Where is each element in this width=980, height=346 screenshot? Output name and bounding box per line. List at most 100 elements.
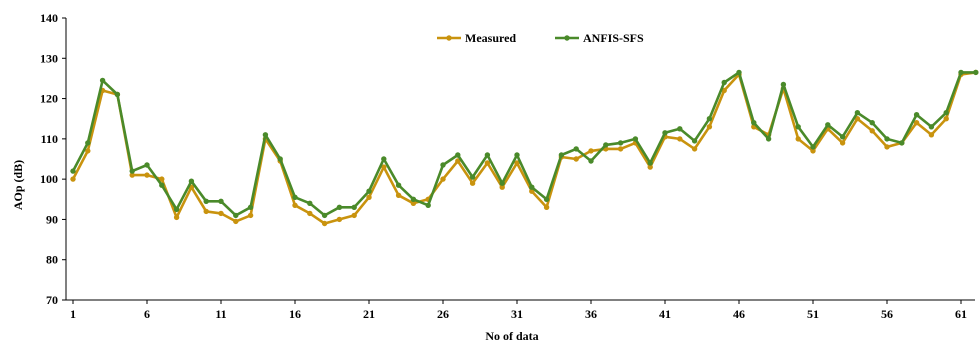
data-point-anfis-sfs	[218, 198, 224, 204]
data-point-anfis-sfs	[869, 120, 875, 126]
data-point-anfis-sfs	[662, 130, 668, 136]
data-point-measured	[647, 164, 653, 170]
y-tick-label: 120	[40, 92, 58, 106]
data-point-measured	[395, 192, 402, 198]
data-point-anfis-sfs	[677, 126, 683, 132]
y-tick-label: 90	[46, 212, 58, 226]
data-point-anfis-sfs	[307, 200, 313, 206]
data-point-anfis-sfs	[321, 212, 328, 219]
data-point-measured	[173, 214, 180, 221]
data-point-anfis-sfs	[928, 124, 935, 130]
data-point-anfis-sfs	[455, 152, 461, 158]
y-tick-label: 110	[41, 132, 58, 146]
data-point-anfis-sfs	[691, 138, 698, 144]
data-point-measured	[307, 210, 313, 217]
y-axis: 70 80 90 100 110 120 130 140	[40, 11, 67, 307]
data-point-measured	[928, 132, 935, 138]
legend-label-measured: Measured	[465, 31, 516, 45]
data-point-measured	[588, 148, 594, 154]
data-point-anfis-sfs	[973, 69, 979, 76]
data-point-anfis-sfs	[381, 156, 387, 162]
x-tick-label: 21	[363, 307, 375, 321]
data-point-measured	[321, 220, 328, 227]
data-point-anfis-sfs	[958, 69, 964, 76]
data-point-anfis-sfs	[913, 112, 920, 118]
data-point-measured	[795, 136, 801, 142]
data-point-measured	[455, 158, 461, 164]
data-point-measured	[233, 218, 239, 225]
data-point-measured	[292, 202, 298, 208]
legend: Measured ANFIS-SFS	[437, 31, 644, 45]
data-point-measured	[381, 164, 387, 170]
x-tick-label: 6	[144, 307, 150, 321]
data-point-measured	[691, 146, 698, 152]
data-point-anfis-sfs	[825, 122, 831, 128]
series-line-measured	[71, 71, 976, 225]
data-point-anfis-sfs	[647, 160, 653, 166]
legend-marker-measured	[446, 35, 452, 41]
data-point-anfis-sfs	[173, 206, 180, 213]
x-tick-label: 31	[511, 307, 523, 321]
y-tick-label: 70	[46, 293, 58, 307]
data-point-measured	[484, 160, 491, 166]
x-tick-label: 46	[733, 307, 745, 321]
x-tick-label: 51	[807, 307, 819, 321]
data-point-anfis-sfs	[247, 204, 254, 210]
data-point-measured	[336, 216, 343, 223]
data-point-anfis-sfs	[839, 134, 846, 140]
y-tick-label: 80	[46, 253, 58, 267]
data-point-measured	[869, 128, 875, 134]
data-point-anfis-sfs	[810, 144, 816, 150]
data-point-anfis-sfs	[292, 194, 298, 200]
x-tick-label: 56	[881, 307, 893, 321]
y-tick-label: 130	[40, 51, 58, 65]
data-point-measured	[410, 200, 417, 206]
data-point-anfis-sfs	[721, 79, 727, 86]
data-point-anfis-sfs	[706, 116, 713, 122]
data-point-anfis-sfs	[765, 136, 772, 142]
x-tick-label: 16	[289, 307, 301, 321]
series-line-anfis-sfs	[71, 71, 976, 217]
data-point-anfis-sfs	[351, 204, 357, 210]
data-point-measured	[85, 148, 91, 154]
data-point-anfis-sfs	[573, 146, 579, 152]
x-tick-label: 61	[955, 307, 967, 321]
x-tick-label: 1	[70, 307, 76, 321]
data-point-anfis-sfs	[632, 136, 639, 142]
data-point-anfis-sfs	[233, 212, 239, 219]
data-point-anfis-sfs	[854, 110, 861, 116]
data-point-measured	[514, 160, 520, 166]
data-point-measured	[366, 194, 372, 200]
data-point-anfis-sfs	[203, 198, 209, 204]
data-point-anfis-sfs	[884, 136, 890, 142]
data-point-anfis-sfs	[410, 196, 417, 202]
data-point-anfis-sfs	[262, 132, 269, 138]
data-point-measured	[247, 212, 254, 219]
data-point-anfis-sfs	[736, 69, 742, 76]
data-point-anfis-sfs	[484, 152, 491, 158]
data-point-anfis-sfs	[440, 162, 446, 168]
series-lines	[70, 69, 979, 227]
data-point-anfis-sfs	[751, 120, 757, 126]
data-point-measured	[469, 180, 476, 186]
data-point-anfis-sfs	[603, 142, 609, 148]
data-point-measured	[706, 124, 713, 130]
x-tick-label: 36	[585, 307, 597, 321]
data-point-anfis-sfs	[529, 184, 535, 190]
data-point-anfis-sfs	[144, 162, 150, 168]
data-point-anfis-sfs	[425, 202, 431, 208]
y-tick-label: 140	[40, 11, 58, 25]
data-point-measured	[617, 146, 624, 152]
data-point-measured	[543, 204, 550, 210]
data-point-anfis-sfs	[85, 140, 91, 146]
data-point-measured	[884, 144, 890, 150]
data-point-anfis-sfs	[617, 140, 624, 146]
data-point-anfis-sfs	[114, 91, 121, 98]
data-point-measured	[810, 148, 816, 154]
data-point-anfis-sfs	[499, 180, 505, 186]
x-tick-label: 41	[659, 307, 671, 321]
x-tick-label: 11	[215, 307, 226, 321]
data-point-measured	[943, 116, 949, 122]
data-point-anfis-sfs	[70, 168, 76, 174]
